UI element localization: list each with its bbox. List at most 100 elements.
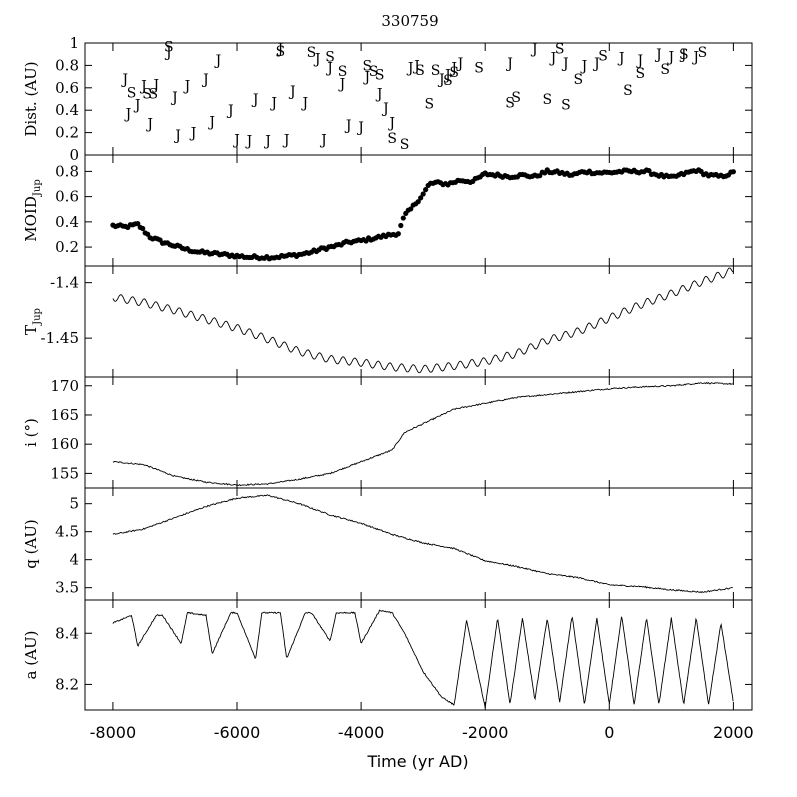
- encounter-S: S: [542, 92, 552, 108]
- moid-point: [420, 191, 426, 197]
- encounter-J: J: [561, 56, 569, 72]
- encounter-S: S: [127, 85, 137, 101]
- y-tick-label-incl: 165: [50, 406, 79, 424]
- encounter-S: S: [443, 73, 453, 89]
- panel-moid: 0.2 0.4 0.6 0.8 MOIDJup: [22, 154, 753, 267]
- encounter-J: J: [319, 132, 327, 148]
- encounter-J: J: [356, 120, 364, 136]
- encounter-J: J: [232, 132, 240, 148]
- y-tick-label-moid: 0.4: [55, 213, 79, 231]
- encounter-S: S: [474, 61, 484, 77]
- encounter-J: J: [636, 53, 644, 69]
- moid-point: [140, 225, 146, 232]
- encounter-J: J: [387, 116, 395, 132]
- encounter-S: S: [449, 65, 459, 81]
- encounter-J: J: [145, 117, 153, 133]
- encounter-S: S: [431, 63, 441, 79]
- encounter-S: S: [387, 131, 397, 147]
- encounter-S: S: [660, 62, 670, 78]
- panel-tjup: -1.45 -1.4 TJup: [22, 265, 753, 378]
- y-tick-label-a: 8.2: [55, 675, 79, 693]
- y-tick-label-moid: 0.6: [55, 188, 79, 206]
- encounter-S: S: [698, 45, 708, 61]
- encounter-J: J: [183, 79, 191, 95]
- encounter-J: J: [667, 49, 675, 65]
- series-line-incl: [112, 381, 733, 487]
- encounter-J: J: [406, 61, 414, 77]
- encounter-J: J: [263, 133, 271, 149]
- encounter-S: S: [573, 72, 583, 88]
- encounter-J: J: [121, 72, 129, 88]
- y-axis-label-moid: MOIDJup: [22, 179, 43, 241]
- x-tick-label: -6000: [214, 723, 261, 742]
- encounter-S: S: [598, 48, 608, 64]
- encounter-J: J: [214, 53, 222, 69]
- encounter-J: J: [288, 84, 296, 100]
- encounter-J: J: [313, 52, 321, 68]
- encounter-J: J: [124, 107, 132, 123]
- series-line-a: [112, 609, 734, 708]
- encounter-J: J: [592, 56, 600, 72]
- encounter-J: J: [152, 77, 160, 93]
- encounter-J: J: [679, 47, 687, 63]
- encounter-J: J: [344, 118, 352, 134]
- encounter-J: J: [164, 45, 172, 61]
- panel-frame-a: [84, 599, 753, 711]
- encounter-S: S: [561, 98, 571, 114]
- encounter-S: S: [555, 42, 565, 58]
- encounter-J: J: [449, 61, 457, 77]
- encounter-S: S: [425, 96, 435, 112]
- encounter-J: J: [207, 114, 215, 130]
- encounter-S: S: [505, 95, 515, 111]
- x-tick-label: 0: [604, 723, 614, 742]
- encounter-S: S: [369, 64, 379, 80]
- moid-point: [415, 199, 421, 205]
- series-line-tjup: [112, 267, 734, 374]
- y-tick-label-moid: 0.2: [55, 238, 79, 256]
- y-tick-label-dist: 1: [69, 34, 79, 52]
- y-tick-label-dist: 0.6: [55, 79, 79, 97]
- y-tick-label-dist: 0.2: [55, 124, 79, 142]
- encounter-J: J: [276, 42, 284, 58]
- encounter-J: J: [338, 76, 346, 92]
- encounter-S: S: [400, 137, 410, 153]
- encounter-S: S: [679, 47, 689, 63]
- series-line-q: [112, 494, 733, 594]
- y-tick-label-q: 3.5: [55, 579, 79, 597]
- encounter-J: J: [505, 56, 513, 72]
- moid-point: [418, 195, 424, 201]
- y-tick-label-dist: 0.8: [55, 56, 79, 74]
- x-axis: -8000 -6000 -4000 -2000 0 2000: [90, 723, 754, 742]
- encounter-S: S: [623, 83, 633, 99]
- encounter-J: J: [201, 72, 209, 88]
- encounter-J: J: [654, 47, 662, 63]
- y-tick-label-incl: 160: [50, 435, 79, 453]
- y-tick-label-tjup: -1.45: [41, 329, 79, 347]
- y-tick-label-q: 4: [69, 551, 79, 569]
- encounter-J: J: [375, 86, 383, 102]
- encounter-J: J: [617, 51, 625, 67]
- y-axis-label-tjup: TJup: [22, 308, 43, 335]
- x-tick-label: -2000: [462, 723, 509, 742]
- x-tick-label: -8000: [90, 723, 137, 742]
- encounter-J: J: [437, 72, 445, 88]
- encounter-J: J: [133, 98, 141, 114]
- moid-point: [400, 215, 406, 221]
- encounter-S: S: [375, 67, 385, 83]
- encounter-J: J: [245, 133, 253, 149]
- encounter-J: J: [691, 49, 699, 65]
- x-tick-label: 2000: [713, 723, 754, 742]
- y-tick-label-tjup: -1.4: [50, 274, 79, 292]
- encounter-J: J: [173, 128, 181, 144]
- encounter-J: J: [139, 79, 147, 95]
- encounter-J: J: [456, 56, 464, 72]
- encounter-J: J: [381, 101, 389, 117]
- y-tick-label-a: 8.4: [55, 624, 79, 642]
- encounter-J: J: [443, 67, 451, 83]
- y-tick-label-incl: 155: [50, 464, 79, 482]
- encounter-S: S: [307, 45, 317, 61]
